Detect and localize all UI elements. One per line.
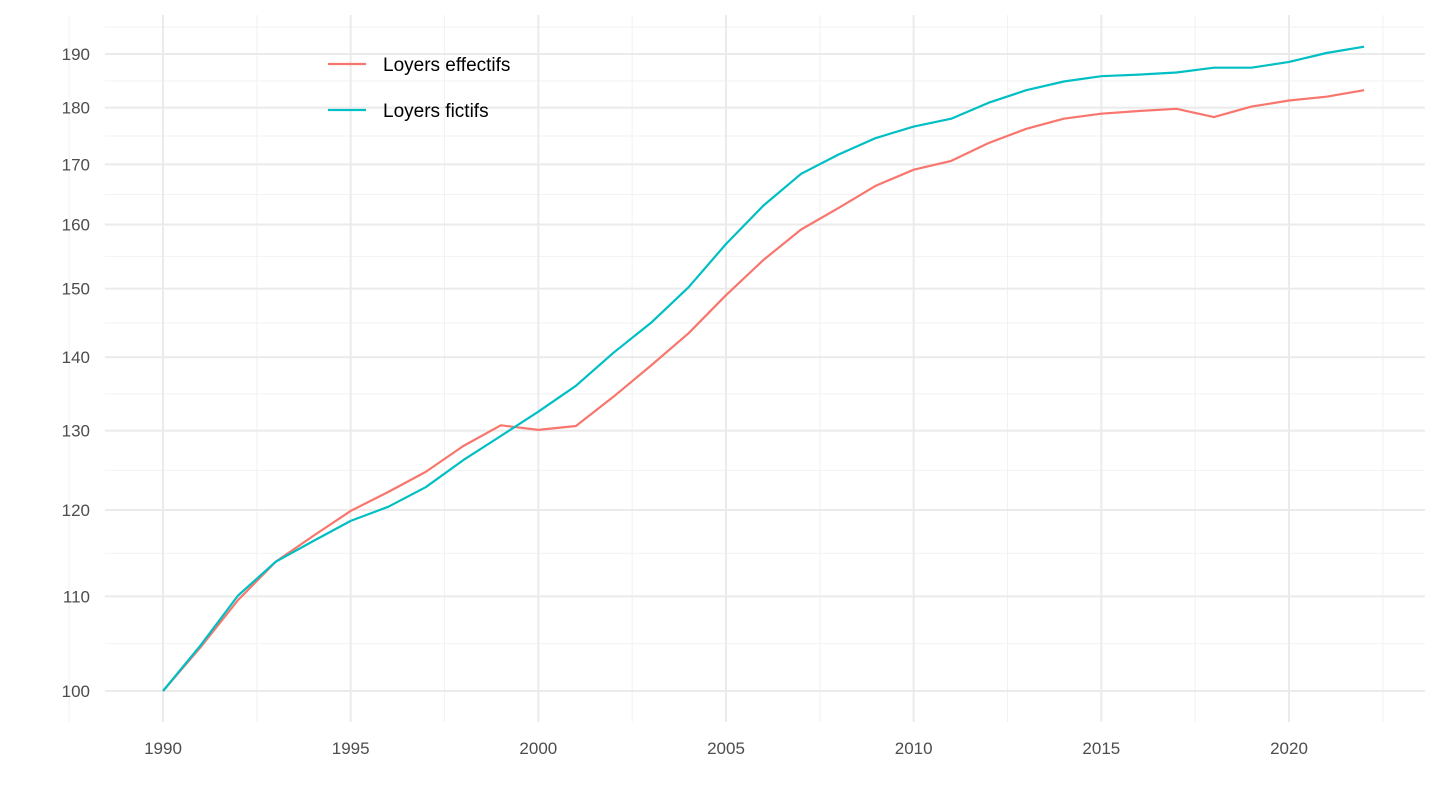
x-tick-label: 2000: [519, 739, 557, 758]
y-tick-label: 180: [62, 99, 90, 118]
grid: [68, 15, 1425, 722]
legend-label: Loyers fictifs: [383, 101, 489, 122]
y-tick-label: 110: [63, 587, 90, 606]
legend: Loyers effectifs Loyers fictifs: [328, 55, 510, 122]
y-tick-label: 120: [62, 501, 90, 520]
x-tick-label: 2015: [1082, 739, 1120, 758]
y-tick-label: 150: [62, 280, 90, 299]
axis-labels: 100 110 120 130 140 150 160 170 180 190 1990 1995 20…: [62, 45, 1308, 758]
y-tick-label: 140: [62, 348, 90, 367]
x-tick-label: 2010: [895, 739, 933, 758]
legend-label: Loyers effectifs: [383, 55, 510, 76]
y-tick-label: 100: [62, 682, 90, 701]
x-tick-label: 2020: [1270, 739, 1308, 758]
x-tick-label: 1990: [144, 739, 182, 758]
y-tick-label: 190: [62, 45, 90, 64]
y-tick-label: 130: [62, 422, 90, 441]
series-line-loyers-effectifs: [162, 89, 1365, 692]
y-tick-label: 170: [62, 155, 90, 174]
y-tick-label: 160: [62, 216, 90, 235]
series-lines: [162, 45, 1365, 692]
x-tick-label: 2005: [707, 739, 745, 758]
series-line-loyers-fictifs: [162, 45, 1365, 692]
x-tick-label: 1995: [332, 739, 370, 758]
